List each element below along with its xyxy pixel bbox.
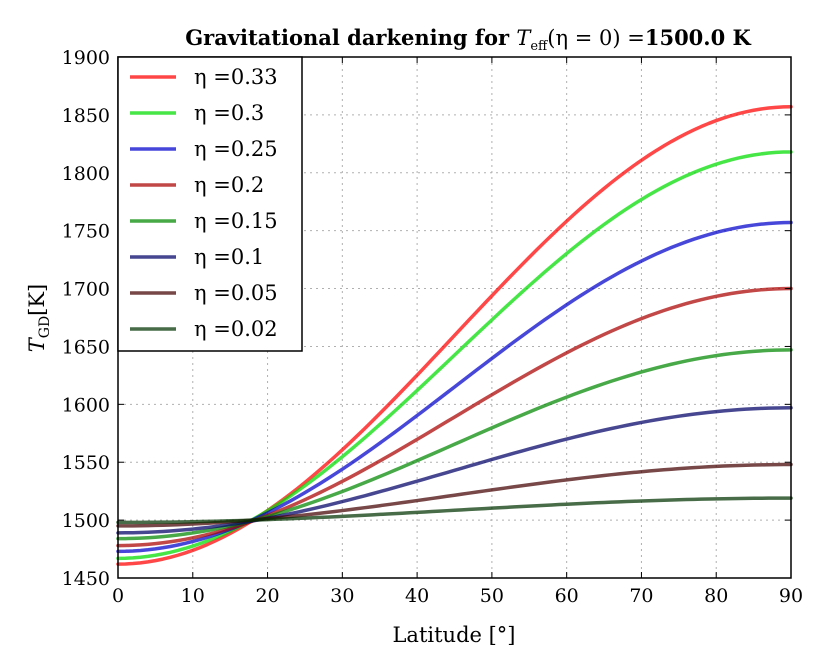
x-tick-label: 20 [255,585,279,607]
y-tick-label: 1500 [62,510,110,532]
grid [118,57,791,578]
y-tick-label: 1900 [62,47,110,69]
x-tick-label: 60 [555,585,579,607]
series-line-3 [116,286,793,548]
y-tick-label: 1750 [62,221,110,243]
x-tick-label: 40 [405,585,429,607]
x-axis-label: Latitude [°] [392,623,515,647]
series-group [116,105,793,566]
series-line-6 [116,462,793,528]
x-tick-label: 90 [779,585,803,607]
x-tick-label: 70 [629,585,653,607]
x-tick-label: 30 [330,585,354,607]
legend-label: η =0.15 [194,209,278,233]
series-line-0 [116,105,793,566]
legend-label: η =0.05 [194,281,278,305]
tick-labels: 0 10 20 30 40 50 60 70 80 90 1450 1500 1550 1600 1650 1… [62,47,803,607]
y-tick-label: 1550 [62,452,110,474]
x-tick-label: 10 [181,585,205,607]
legend: η =0.33 η =0.3 η =0.25 η =0.2 η =0.15 η =0.1 η… [117,56,303,352]
x-tick-label: 80 [704,585,728,607]
x-tick-label: 50 [480,585,504,607]
y-tick-label: 1600 [62,394,110,416]
chart-title: Gravitational darkening for Teff(η = 0) … [185,25,751,54]
y-tick-label: 1800 [62,163,110,185]
y-tick-label: 1850 [62,105,110,127]
y-tick-label: 1450 [62,568,110,590]
x-tick-label: 0 [112,585,124,607]
series-line-5 [116,406,793,535]
legend-label: η =0.25 [194,137,278,161]
legend-box [117,56,303,352]
legend-label: η =0.33 [194,65,278,89]
y-tick-label: 1700 [62,279,110,301]
legend-label: η =0.02 [194,317,278,341]
y-tick-label: 1650 [62,336,110,358]
series-line-7 [116,496,793,525]
legend-label: η =0.3 [194,101,264,125]
y-axis-label: TGD[K] [25,284,53,353]
legend-label: η =0.1 [194,245,264,269]
legend-label: η =0.2 [194,173,264,197]
